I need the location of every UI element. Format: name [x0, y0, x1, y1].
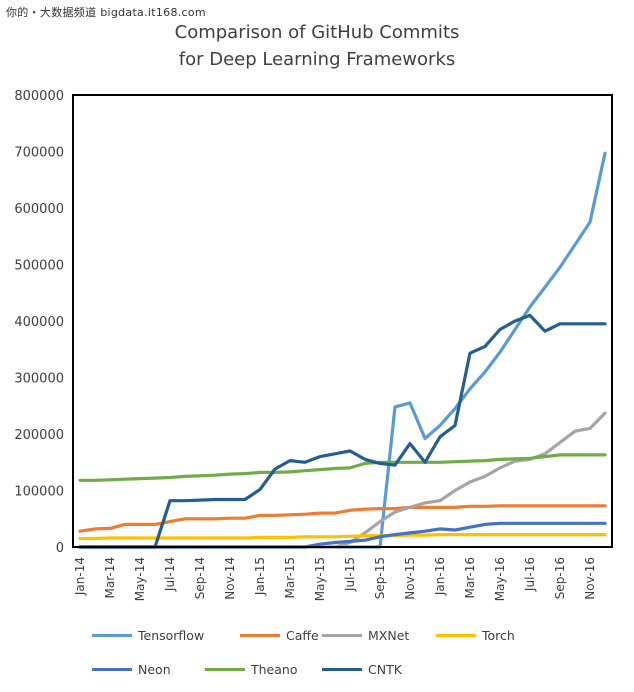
legend-swatch [92, 634, 132, 637]
y-tick-label: 600000 [14, 202, 64, 217]
x-tick-label: Sep-16 [553, 557, 567, 599]
x-tick-label: Jan-15 [253, 557, 267, 596]
x-tick-label: Jan-16 [433, 557, 447, 596]
legend-swatch [322, 634, 362, 637]
series-line-cntk [78, 313, 607, 549]
legend-item-cntk: CNTK [322, 662, 402, 677]
x-axis-tick-labels: Jan-14 Mar-14 May-14 Jul-14 Sep-14 Nov-14 Jan-… [73, 557, 597, 601]
legend-item-theano: Theano [205, 662, 297, 677]
legend-item-mxnet: MXNet [322, 628, 409, 643]
x-tick-label: Jan-14 [73, 557, 87, 596]
plot-lines [78, 151, 607, 549]
series-line-torch [78, 532, 607, 541]
chart-title-line-2: for Deep Learning Frameworks [178, 49, 456, 70]
y-tick-label: 100000 [14, 485, 64, 500]
legend-label: Neon [138, 662, 171, 677]
x-tick-label: Jul-15 [343, 557, 357, 592]
x-tick-label: Nov-15 [403, 557, 417, 600]
x-tick-label: Nov-14 [223, 557, 237, 600]
x-tick-label: May-16 [493, 557, 507, 601]
series-line-caffe [78, 504, 607, 533]
legend-label: Torch [482, 628, 515, 643]
x-tick-label: Nov-16 [583, 557, 597, 600]
legend-swatch [436, 634, 476, 637]
x-tick-label: May-14 [133, 557, 147, 601]
x-tick-label: May-15 [313, 557, 327, 601]
y-tick-label: 200000 [14, 428, 64, 443]
legend-label: Tensorflow [138, 628, 205, 643]
y-tick-label: 700000 [14, 146, 64, 161]
legend-label: CNTK [368, 662, 402, 677]
series-line-tensorflow [78, 151, 607, 549]
x-tick-label: Mar-15 [283, 557, 297, 598]
y-axis-tick-labels: 0 100000 200000 300000 400000 500000 600000 700… [14, 89, 64, 556]
x-tick-label: Sep-15 [373, 557, 387, 599]
legend-item-torch: Torch [436, 628, 515, 643]
y-tick-label: 500000 [14, 259, 64, 274]
legend-swatch [205, 668, 245, 671]
plot-area-frame [72, 94, 613, 548]
series-line-mxnet [78, 411, 607, 549]
x-tick-label: Sep-14 [193, 557, 207, 599]
series-line-theano [78, 453, 607, 482]
legend-swatch [92, 668, 132, 671]
legend-item-neon: Neon [92, 662, 171, 677]
x-tick-label: Jul-14 [163, 557, 177, 592]
legend-swatch [322, 668, 362, 671]
legend-swatch [240, 634, 280, 637]
y-tick-label: 300000 [14, 372, 64, 387]
x-tick-label: Mar-16 [463, 557, 477, 598]
x-tick-label: Mar-14 [103, 557, 117, 598]
chart-title-line-1: Comparison of GitHub Commits [174, 22, 460, 43]
y-tick-label: 800000 [14, 89, 64, 104]
legend-label: MXNet [368, 628, 410, 643]
y-tick-label: 400000 [14, 315, 64, 330]
watermark-text: 你的・大数据频道 bigdata.it168.com [6, 6, 206, 19]
legend-label: Caffe [286, 628, 319, 643]
y-tick-label: 0 [56, 541, 64, 556]
legend-item-caffe: Caffe [240, 628, 319, 643]
legend-item-tensorflow: Tensorflow [92, 628, 204, 643]
x-tick-label: Jul-16 [523, 557, 537, 592]
legend-label: Theano [251, 662, 298, 677]
